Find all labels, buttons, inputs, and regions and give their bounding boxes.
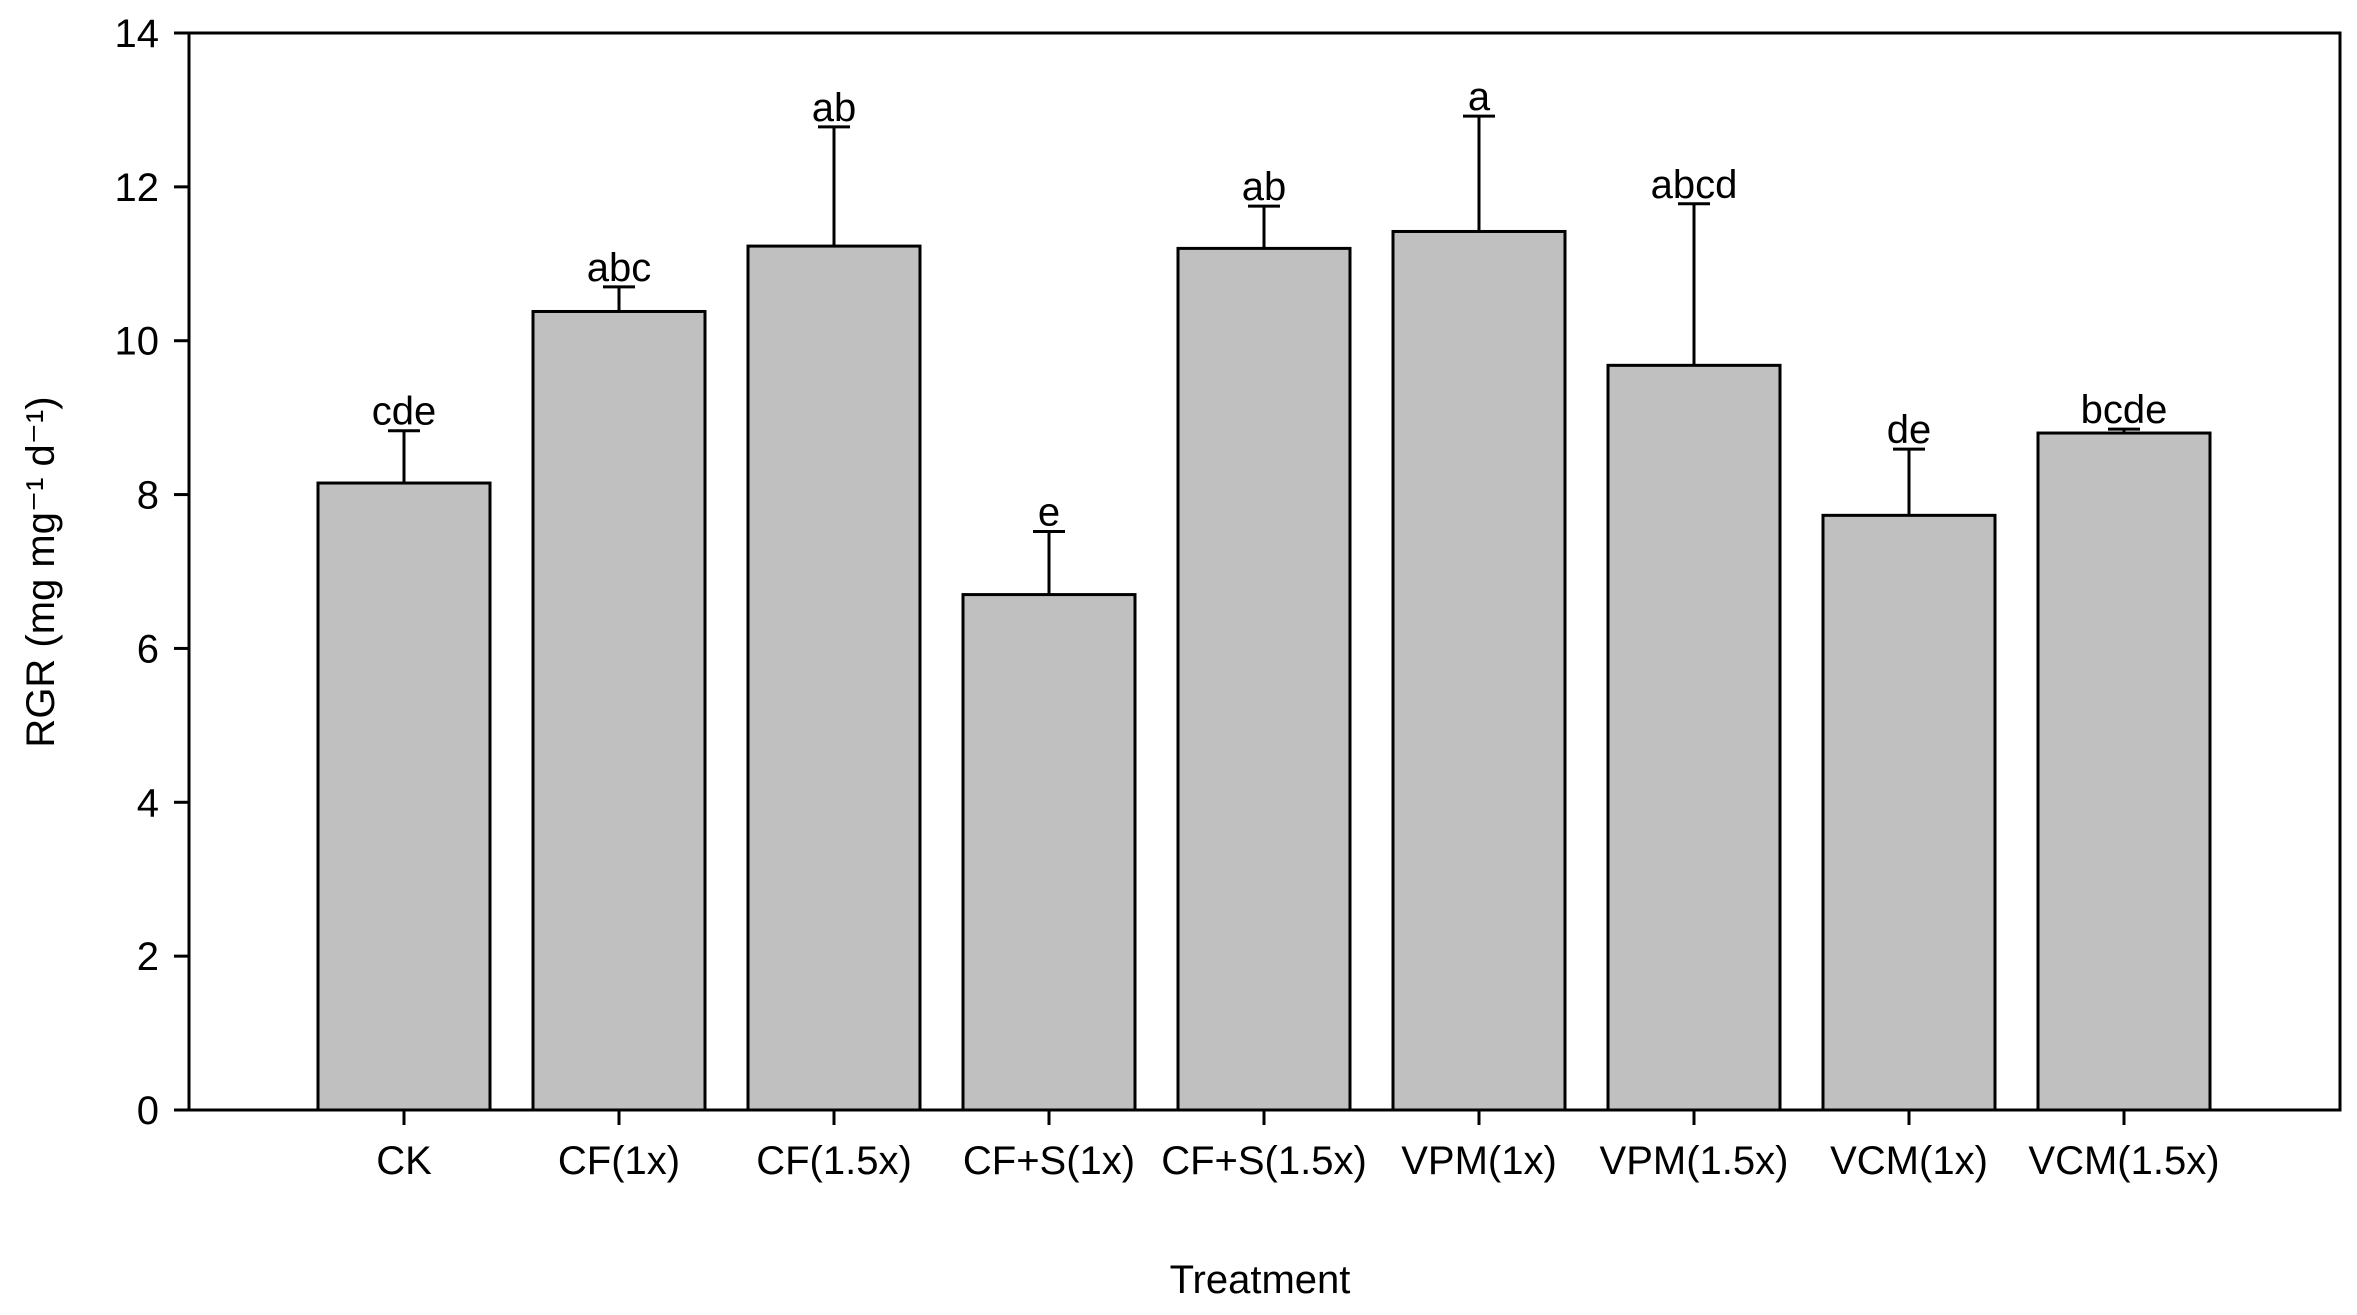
x-tick-label: VCM(1x) xyxy=(1830,1139,1988,1183)
significance-label: ab xyxy=(1242,165,1287,209)
bar xyxy=(1606,363,1782,1112)
bar xyxy=(1391,229,1567,1112)
y-tick-label: 14 xyxy=(115,12,160,56)
y-axis: 0 2 4 6 8 10 12 14 xyxy=(115,12,189,1133)
significance-label: de xyxy=(1887,408,1932,452)
significance-label: abc xyxy=(587,246,652,290)
x-tick-label: VPM(1.5x) xyxy=(1600,1139,1789,1183)
bar xyxy=(2036,431,2212,1112)
y-tick-label: 12 xyxy=(115,166,160,210)
x-tick-label: CF(1x) xyxy=(558,1139,680,1183)
x-tick-label: CK xyxy=(376,1139,432,1183)
y-tick-label: 6 xyxy=(137,627,159,671)
significance-label: abcd xyxy=(1651,163,1738,207)
significance-label: ab xyxy=(812,86,857,130)
x-tick-label: VCM(1.5x) xyxy=(2028,1139,2219,1183)
bar xyxy=(1176,246,1352,1112)
y-tick-label: 2 xyxy=(137,935,159,979)
significance-label: bcde xyxy=(2081,388,2168,432)
x-tick-label: CF(1.5x) xyxy=(756,1139,912,1183)
bar xyxy=(1821,513,1997,1112)
y-axis-title: RGR (mg mg⁻¹ d⁻¹) xyxy=(19,396,63,747)
bars: cde abc ab e ab a abcd de bcde xyxy=(316,75,2212,1112)
x-axis-title: Treatment xyxy=(1170,1258,1351,1302)
x-tick-label: CF+S(1.5x) xyxy=(1161,1139,1367,1183)
significance-label: e xyxy=(1038,490,1060,534)
bar xyxy=(531,309,707,1112)
bar xyxy=(961,593,1137,1112)
y-tick-label: 8 xyxy=(137,474,159,518)
significance-label: a xyxy=(1468,75,1491,119)
y-tick-label: 4 xyxy=(137,781,159,825)
bar xyxy=(316,481,492,1112)
x-tick-label: CF+S(1x) xyxy=(963,1139,1135,1183)
y-tick-label: 0 xyxy=(137,1089,159,1133)
x-tick-label: VPM(1x) xyxy=(1401,1139,1557,1183)
y-tick-label: 10 xyxy=(115,320,160,364)
bar xyxy=(746,244,922,1112)
significance-label: cde xyxy=(372,390,437,434)
x-axis: CK CF(1x) CF(1.5x) CF+S(1x) CF+S(1.5x) VPM(1x… xyxy=(376,1110,2220,1183)
